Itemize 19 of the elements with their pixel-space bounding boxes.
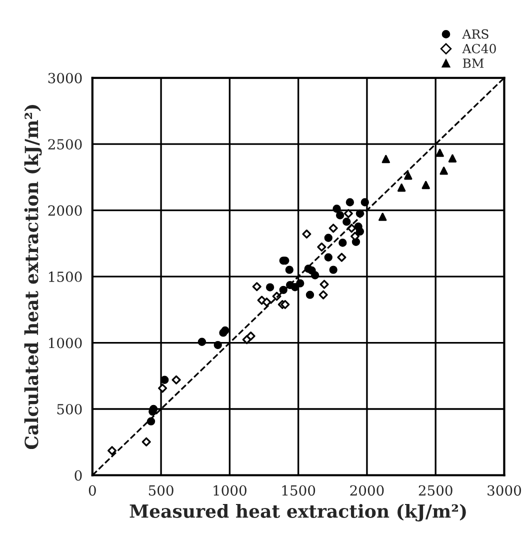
y-tick-label: 1000 xyxy=(49,338,82,348)
x-tick-label: 2500 xyxy=(418,485,452,496)
y-axis-title: Calculated heat extraction (kJ/m²) xyxy=(24,105,42,450)
x-tick-label: 3000 xyxy=(488,485,521,496)
y-tick-label: 2000 xyxy=(48,205,82,216)
y-tick-label: 500 xyxy=(57,404,82,414)
x-tick-label: 0 xyxy=(88,485,96,496)
y-tick-label: 1500 xyxy=(49,272,82,282)
y-tick-label: 2500 xyxy=(48,139,82,150)
legend-label: ARS xyxy=(462,29,488,39)
y-tick-label: 3000 xyxy=(48,72,82,84)
x-tick-label: 1000 xyxy=(214,485,246,496)
x-tick-label: 500 xyxy=(148,485,174,496)
legend-label: AC40 xyxy=(462,44,496,54)
y-tick-label: 0 xyxy=(74,470,82,481)
x-tick-label: 2000 xyxy=(350,485,384,496)
x-axis-title: Measured heat extraction (kJ/m²) xyxy=(130,504,466,522)
legend-label: BM xyxy=(462,58,484,68)
x-tick-label: 1500 xyxy=(282,485,316,496)
